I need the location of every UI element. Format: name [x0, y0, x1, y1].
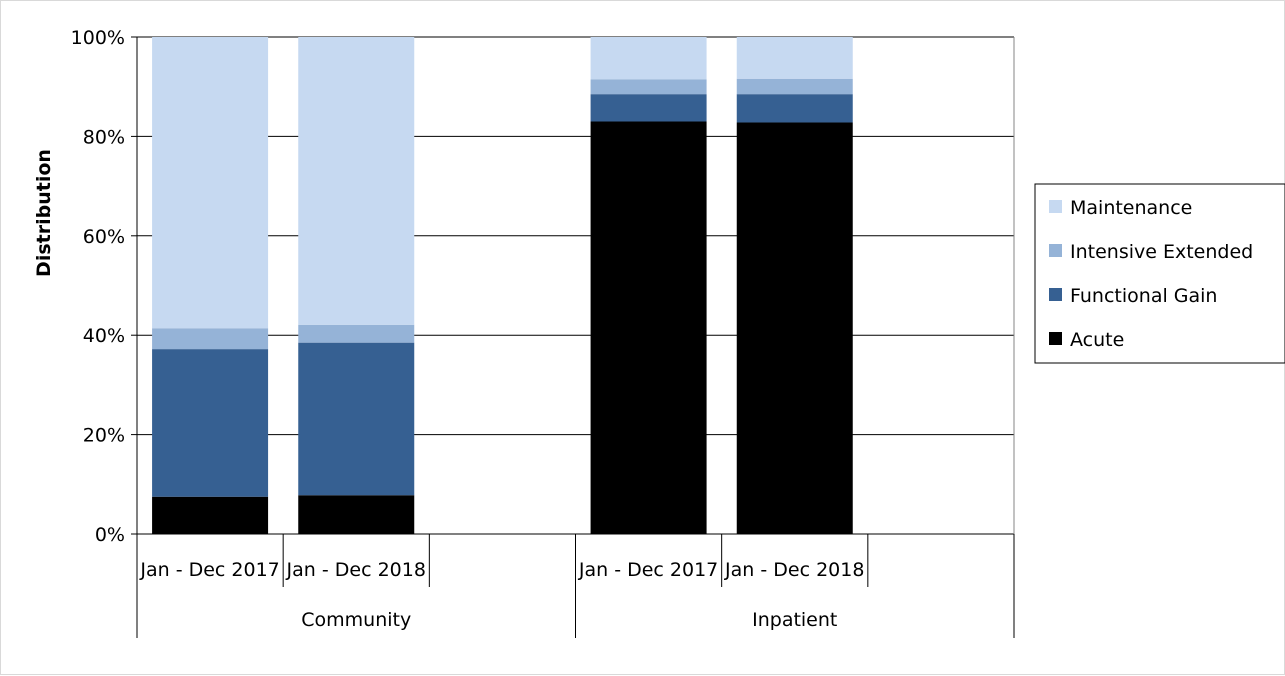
- bar-segment: [736, 122, 853, 534]
- axes: 0% 20% 40% 60% 80% 100% Jan - Dec 2017 Jan - De…: [71, 27, 1015, 638]
- legend-swatch: [1049, 200, 1062, 213]
- bar-segment: [590, 37, 707, 80]
- y-tick-label: 40%: [83, 325, 125, 347]
- bars: [152, 37, 853, 535]
- bar-segment: [152, 349, 269, 497]
- y-axis-label: Distribution: [33, 149, 55, 277]
- legend-label: Functional Gain: [1070, 285, 1217, 307]
- x-category-label: Jan - Dec 2018: [724, 559, 864, 581]
- bar-segment: [590, 121, 707, 535]
- x-category-label: Jan - Dec 2017: [578, 559, 718, 581]
- legend-label: Maintenance: [1070, 197, 1192, 219]
- gridlines: [137, 36, 1014, 535]
- bar-segment: [298, 37, 415, 325]
- y-tick-label: 60%: [83, 226, 125, 248]
- bar-segment: [152, 496, 269, 534]
- bar-segment: [152, 37, 269, 329]
- bar-segment: [298, 495, 415, 534]
- legend-swatch: [1049, 332, 1062, 345]
- legend-label: Acute: [1070, 329, 1124, 351]
- bar-segment: [298, 342, 415, 496]
- y-tick-label: 100%: [71, 27, 125, 49]
- bar-segment: [590, 79, 707, 95]
- bar-segment: [736, 78, 853, 95]
- x-category-label: Jan - Dec 2018: [286, 559, 426, 581]
- bar-segment: [736, 37, 853, 79]
- bar-segment: [298, 324, 415, 343]
- bar-segment: [152, 328, 269, 350]
- x-group-label: Inpatient: [752, 609, 837, 631]
- y-tick-label: 0%: [95, 524, 125, 546]
- bar-segment: [736, 94, 853, 123]
- y-tick-label: 20%: [83, 425, 125, 447]
- legend: Maintenance Intensive Extended Functional …: [1034, 183, 1285, 364]
- legend-swatch: [1049, 288, 1062, 301]
- legend-swatch: [1049, 244, 1062, 257]
- bar-segment: [590, 94, 707, 122]
- x-group-label: Community: [301, 609, 411, 631]
- legend-box: [1034, 183, 1285, 364]
- legend-label: Intensive Extended: [1070, 241, 1253, 263]
- y-tick-label: 80%: [83, 126, 125, 148]
- x-category-label: Jan - Dec 2017: [139, 559, 279, 581]
